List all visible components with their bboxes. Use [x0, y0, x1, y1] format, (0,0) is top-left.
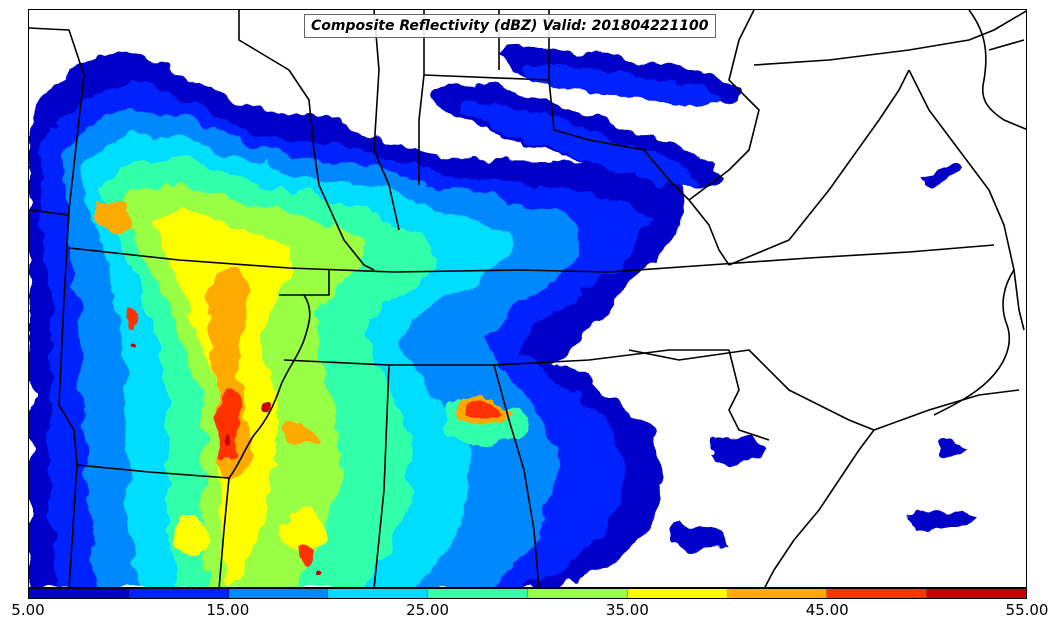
colorbar: [28, 588, 1027, 599]
colorbar-segment: [527, 589, 628, 598]
colorbar-segment: [228, 589, 329, 598]
colorbar-segment: [328, 589, 429, 598]
colorbar-tick-label: 55.00: [1005, 601, 1049, 619]
colorbar-segment: [627, 589, 728, 598]
colorbar-tick-label: 5.00: [11, 601, 45, 619]
map-panel: [28, 9, 1027, 588]
radar-echo-layer: [29, 49, 979, 587]
colorbar-segment: [428, 589, 528, 598]
colorbar-segment: [727, 589, 828, 598]
map-title: Composite Reflectivity (dBZ) Valid: 2018…: [304, 14, 716, 38]
colorbar-tick-label: 35.00: [605, 601, 649, 619]
colorbar-segment: [128, 589, 229, 598]
colorbar-tick-label: 15.00: [206, 601, 250, 619]
echo-level-10: [130, 343, 324, 573]
reflectivity-map: [29, 10, 1026, 587]
colorbar-segment: [927, 589, 1026, 598]
colorbar-tick-label: 45.00: [805, 601, 849, 619]
echo-level-9: [126, 309, 504, 562]
colorbar-segment: [827, 589, 928, 598]
colorbar-segment: [29, 589, 129, 598]
state-boundaries: [29, 10, 1026, 587]
colorbar-tick-label: 25.00: [406, 601, 450, 619]
